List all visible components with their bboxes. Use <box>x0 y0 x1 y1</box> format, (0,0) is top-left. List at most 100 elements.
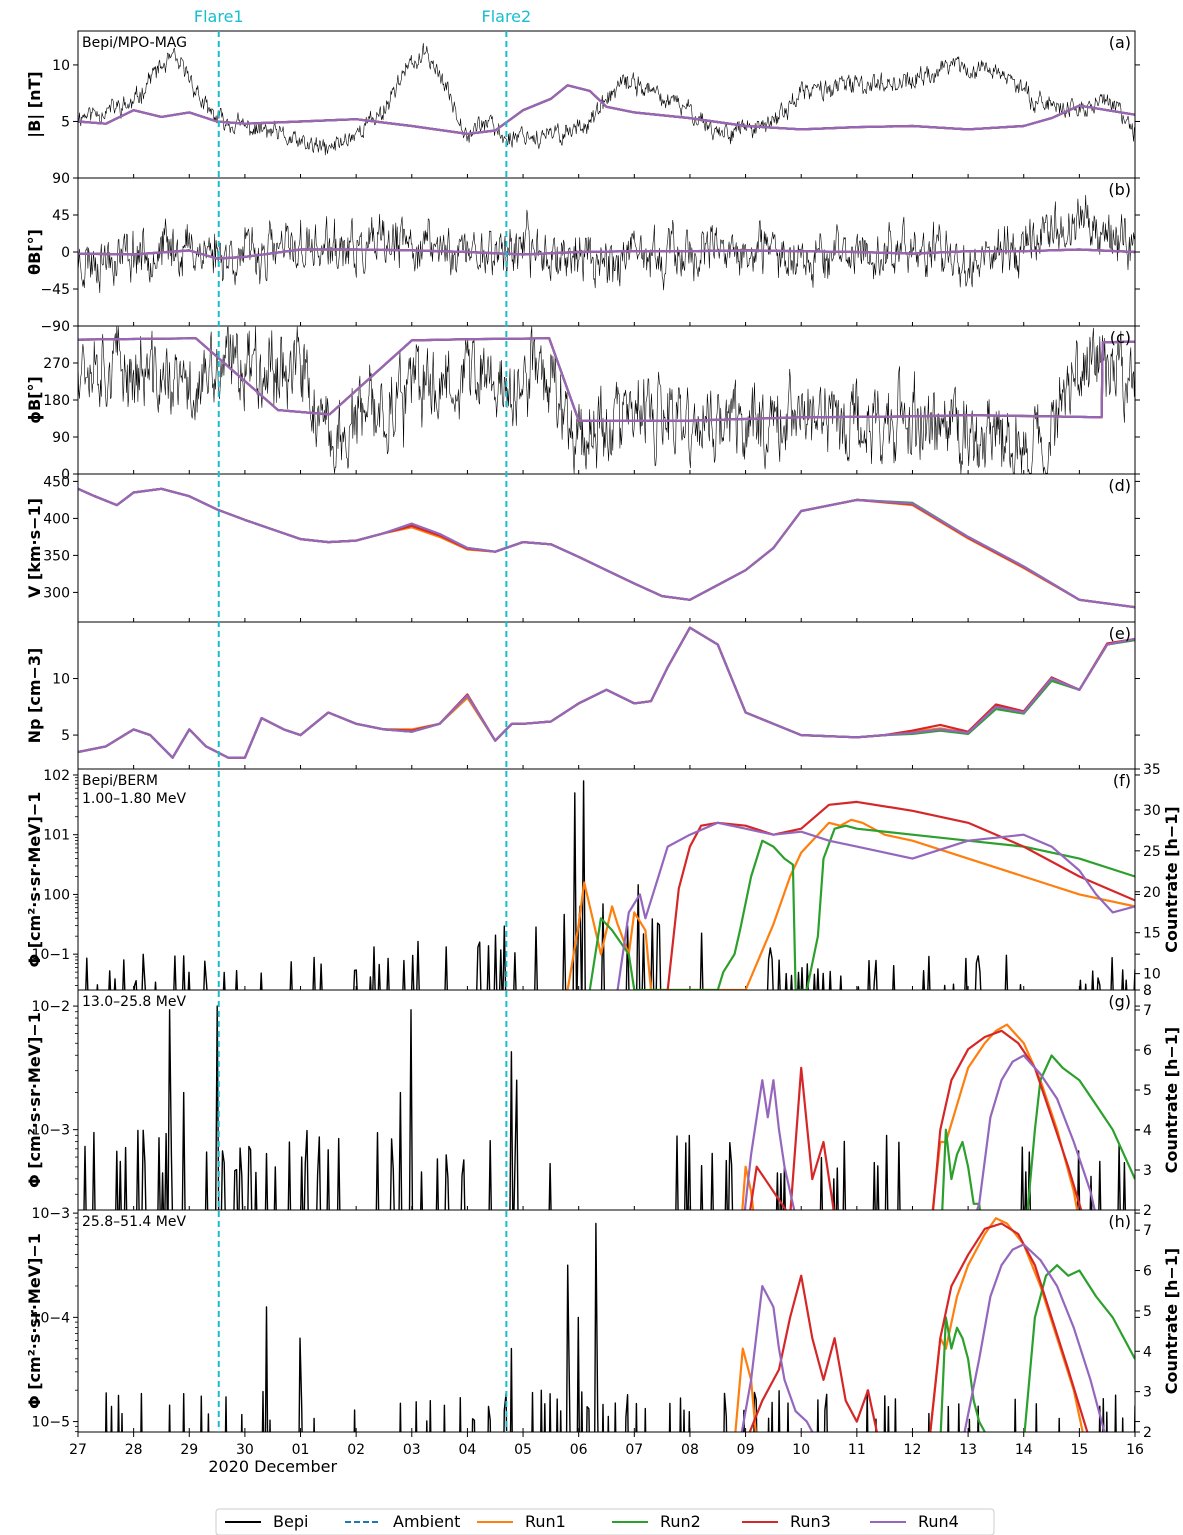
panel-tag-c: (c) <box>1110 328 1131 347</box>
series-group-c <box>78 326 1135 474</box>
xtick-label: 01 <box>292 1442 310 1458</box>
panels-group: 510|B| [nT](a)Bepi/MPO-MAG−90−4504590θB[… <box>25 30 1181 1441</box>
panel-a: 5 10 |B| [nT] (a) Bepi/MPO-MAG <box>25 30 1140 179</box>
ytick-label-f: 101 <box>43 828 70 844</box>
ytick-label-b: 0 <box>61 245 70 261</box>
y2tick-label-f: 25 <box>1143 844 1161 860</box>
ytick-label-d: 350 <box>43 548 70 564</box>
xtick-label: 03 <box>403 1442 421 1458</box>
series-run4-line <box>740 1243 1106 1432</box>
series-run4-line <box>616 821 1135 990</box>
series-ambient-line <box>78 337 1135 422</box>
legend-label-run2: Run2 <box>660 1512 701 1531</box>
ytick-label-c: 270 <box>43 356 70 372</box>
ytick-label-b: −45 <box>40 282 70 298</box>
y2tick-label-f: 15 <box>1143 926 1161 942</box>
xtick-label: 11 <box>848 1442 866 1458</box>
series-run1-line <box>78 626 1135 759</box>
panel-tag-g: (g) <box>1108 992 1131 1011</box>
ytick-label-g: 10−2 <box>32 999 70 1015</box>
ytick-label-h: 10−5 <box>32 1415 70 1431</box>
series-run1-line <box>734 1217 1084 1432</box>
series-run2-line <box>588 824 1135 990</box>
xtick-label: 07 <box>625 1442 643 1458</box>
series-bepi-line <box>104 1222 1135 1432</box>
y-label-e: Np [cm−3] <box>25 648 44 744</box>
series-run4-line <box>78 337 1135 422</box>
xtick-label: 05 <box>514 1442 532 1458</box>
series-bepi-line <box>78 194 1135 293</box>
flare-markers: Flare1 Flare2 <box>194 7 531 1432</box>
series-ambient-line <box>78 84 1135 135</box>
panel-f: 10−1 100 101 102 810 15 20 25 30 35 Countrate [h−1… <box>25 762 1181 999</box>
series-run3-line <box>666 800 1135 990</box>
y-label-g: Φ [cm²·s·sr·MeV]−1 <box>25 1012 44 1188</box>
series-run3-line <box>78 487 1135 609</box>
series-group-d <box>78 487 1135 609</box>
series-run1-line <box>566 818 1135 990</box>
series-run1-line <box>741 1023 1079 1210</box>
ytick-label-f: 100 <box>43 887 70 903</box>
xtick-label: 09 <box>737 1442 755 1458</box>
xtick-label: 08 <box>681 1442 699 1458</box>
legend-label-bepi: Bepi <box>273 1512 308 1531</box>
ytick-label-c: 180 <box>43 393 70 409</box>
series-group-g <box>83 1005 1135 1210</box>
series-ambient-line <box>78 487 1135 609</box>
xtick-label: 04 <box>459 1442 477 1458</box>
ytick-label-e: 10 <box>52 672 70 688</box>
y2tick-label-f: 20 <box>1143 885 1161 901</box>
series-run2-line <box>78 626 1135 759</box>
series-bepi-line <box>85 780 1135 990</box>
panel-frame-e <box>77 621 1136 770</box>
xtick-label: 02 <box>347 1442 365 1458</box>
legend-label-run4: Run4 <box>918 1512 959 1531</box>
xtick-label: 14 <box>1015 1442 1033 1458</box>
legend-box <box>215 1508 995 1535</box>
series-run2-line <box>939 1264 1135 1432</box>
series-run4-line <box>78 84 1135 135</box>
series-group-b <box>78 194 1135 293</box>
panel-b: −90 −45 0 45 90 θB[°] (b) <box>25 171 1140 335</box>
ytick-label-d: 400 <box>43 511 70 527</box>
y2tick-label-h: 5 <box>1143 1304 1152 1320</box>
legend-label-run1: Run1 <box>525 1512 566 1531</box>
y2tick-label-g: 7 <box>1143 1003 1152 1019</box>
panel-frame-c <box>77 325 1136 475</box>
ytick-label-d: 450 <box>43 474 70 490</box>
panel-frame-h <box>77 1209 1136 1433</box>
series-run1-line <box>78 487 1135 609</box>
y-label-f: Φ [cm²·s·sr·MeV]−1 <box>25 792 44 968</box>
xtick-label: 06 <box>570 1442 588 1458</box>
y2tick-label-g: 5 <box>1143 1083 1152 1099</box>
xtick-label: 15 <box>1070 1442 1088 1458</box>
ytick-label-f: 102 <box>43 768 70 784</box>
series-run3-line <box>78 84 1135 135</box>
y2tick-label-h: 2 <box>1143 1425 1152 1441</box>
y2tick-label-g: 4 <box>1143 1123 1152 1139</box>
series-run1-line <box>78 84 1135 135</box>
series-run2-line <box>78 337 1135 422</box>
y2tick-label-f: 8 <box>1143 983 1152 999</box>
panel-d: 300 350 400 450 V [km·s−1] (d) <box>25 473 1140 623</box>
legend-label-ambient: Ambient <box>393 1512 460 1531</box>
ytick-label-d: 300 <box>43 585 70 601</box>
channel-label-h: 25.8–51.4 MeV <box>82 1214 186 1230</box>
ytick-label-a: 10 <box>52 58 70 74</box>
ytick-label-c: 0 <box>61 467 70 483</box>
panel-frame-d <box>77 473 1136 623</box>
y2tick-label-f: 10 <box>1143 967 1161 983</box>
ytick-label-b: 90 <box>52 171 70 187</box>
y2-label-h: Countrate [h−1] <box>1162 1248 1181 1394</box>
y2tick-label-g: 3 <box>1143 1163 1152 1179</box>
ytick-label-c: 90 <box>52 430 70 446</box>
ytick-label-h: 10−3 <box>32 1206 70 1222</box>
panel-tag-d: (d) <box>1108 476 1131 495</box>
panel-tag-b: (b) <box>1108 180 1131 199</box>
series-run2-line <box>78 487 1135 609</box>
xtick-label: 16 <box>1126 1442 1144 1458</box>
xtick-label: 10 <box>792 1442 810 1458</box>
y2tick-label-g: 2 <box>1143 1203 1152 1219</box>
panel-frame-a <box>77 30 1136 179</box>
